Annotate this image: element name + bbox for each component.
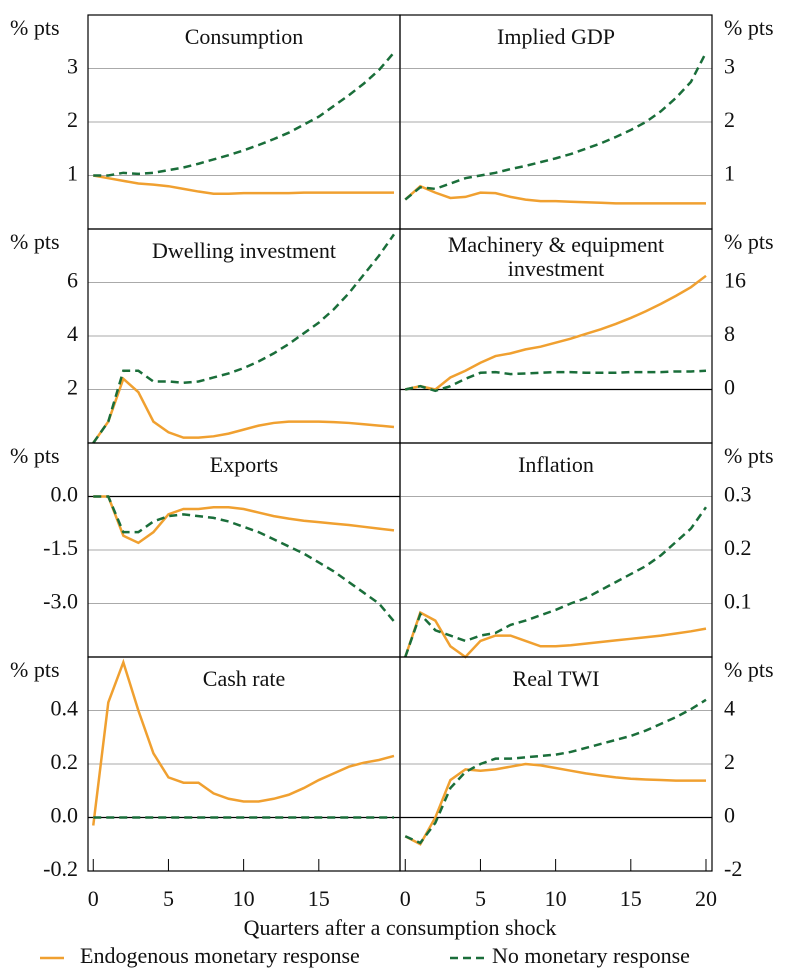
series-line	[404, 506, 708, 658]
y-tick-label: 4	[724, 696, 735, 721]
y-tick-label: 0	[724, 375, 735, 400]
y-tick-label: -2	[724, 856, 742, 881]
panel-frame	[399, 656, 713, 872]
y-tick-label: 2	[724, 749, 735, 774]
x-tick-label: 0	[88, 886, 99, 911]
y-tick-label: -3.0	[43, 589, 78, 614]
x-tick-label: 20	[695, 886, 717, 911]
x-tick-label: 10	[545, 886, 567, 911]
y-axis-label: % pts	[724, 229, 774, 254]
x-tick-label: 0	[400, 886, 411, 911]
x-axis-label: Quarters after a consumption shock	[244, 915, 557, 940]
y-tick-label: 0.3	[724, 482, 752, 507]
series-line	[93, 495, 395, 623]
y-tick-label: 0.2	[51, 749, 79, 774]
y-axis-label: % pts	[724, 443, 774, 468]
y-axis-label: % pts	[10, 229, 60, 254]
series-line	[93, 51, 395, 177]
series-line	[92, 658, 395, 826]
y-tick-label: 3	[724, 54, 735, 79]
y-tick-label: 2	[67, 375, 78, 400]
y-tick-label: 8	[724, 321, 735, 346]
y-tick-label: 0.0	[51, 803, 79, 828]
y-axis-label: % pts	[10, 443, 60, 468]
panel-title: Inflation	[518, 452, 594, 477]
legend-label: No monetary response	[492, 943, 690, 968]
y-tick-label: 2	[724, 107, 735, 132]
x-tick-label: 5	[475, 886, 486, 911]
panel-title: Cash rate	[203, 666, 285, 691]
x-tick-label: 5	[163, 886, 174, 911]
y-tick-label: 16	[724, 268, 746, 293]
y-tick-label: 1	[724, 161, 735, 186]
series-line	[92, 233, 396, 444]
panel-title: Implied GDP	[497, 24, 615, 49]
y-tick-label: 4	[67, 321, 78, 346]
y-tick-label: 0	[724, 803, 735, 828]
y-tick-label: 0.2	[724, 535, 752, 560]
series-line	[404, 51, 708, 201]
series-line	[404, 698, 707, 845]
series-line	[93, 495, 395, 545]
y-axis-label: % pts	[10, 15, 60, 40]
series-line	[404, 184, 706, 205]
panel-title: Consumption	[185, 24, 304, 49]
y-axis-label: % pts	[724, 657, 774, 682]
series-line	[404, 274, 707, 391]
y-tick-label: 0.0	[51, 482, 79, 507]
series-line	[92, 376, 395, 444]
x-tick-label: 15	[308, 886, 330, 911]
series-line	[404, 610, 707, 659]
x-tick-label: 15	[620, 886, 642, 911]
legend-label: Endogenous monetary response	[80, 943, 360, 968]
panel-title: Machinery & equipment	[448, 232, 664, 257]
panel-title: Real TWI	[513, 666, 600, 691]
panel-title: Dwelling investment	[152, 238, 336, 263]
y-tick-label: 3	[67, 54, 78, 79]
y-axis-label: % pts	[724, 15, 774, 40]
panel-title: investment	[508, 256, 605, 281]
y-axis-label: % pts	[10, 657, 60, 682]
series-line	[404, 369, 707, 393]
panel-title: Exports	[210, 452, 278, 477]
series-line	[93, 174, 394, 195]
y-tick-label: 0.4	[51, 696, 79, 721]
y-tick-label: -0.2	[43, 856, 78, 881]
y-tick-label: 1	[67, 161, 78, 186]
y-tick-label: 6	[67, 268, 78, 293]
y-tick-label: 2	[67, 107, 78, 132]
y-tick-label: 0.1	[724, 589, 752, 614]
x-tick-label: 10	[233, 886, 255, 911]
series-line	[404, 762, 706, 846]
y-tick-label: -1.5	[43, 535, 78, 560]
